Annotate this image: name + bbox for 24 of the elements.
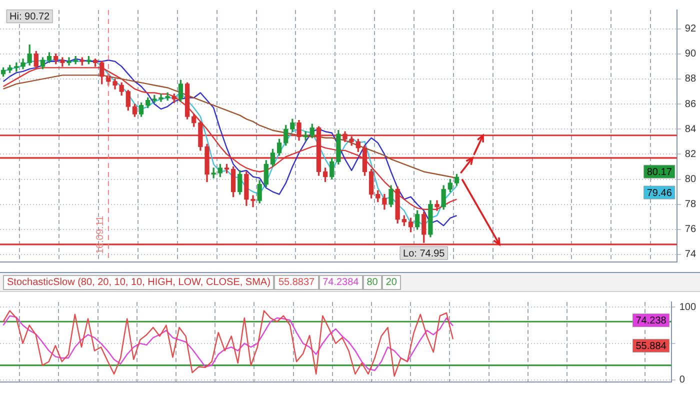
y-tick-label: 82: [684, 148, 696, 160]
y-tick-label: 88: [684, 74, 696, 85]
annotation: Hi: 90.72: [10, 12, 50, 23]
y-tick-label: 78: [684, 199, 696, 210]
text: 79.46: [646, 188, 672, 199]
ref-line-label: 20: [382, 274, 401, 290]
y-tick-label: 84: [684, 124, 696, 135]
text: 80.17: [646, 166, 672, 178]
ref-line-label: 80: [362, 274, 382, 290]
y-tick-label: 0: [679, 374, 686, 386]
text: 55.8837: [274, 274, 319, 290]
text: 74.238: [636, 316, 667, 327]
chart-title: StochasticSlow (80, 20, 10, 10, HIGH, LOW, CLOSE, SMA): [3, 274, 274, 290]
y-tick-label: 92: [684, 24, 696, 35]
y-tick-label: 90: [684, 48, 696, 60]
annotation: Lo: 74.95: [403, 248, 446, 260]
annotation: 16.09.11: [95, 215, 106, 254]
y-tick-label: 86: [684, 98, 696, 110]
y-tick-label: 74: [684, 249, 696, 260]
y-tick-label: 80: [684, 174, 696, 186]
y-tick-label: 100: [679, 302, 696, 313]
text: 55.884: [636, 340, 667, 352]
text: 74.2384: [318, 274, 363, 290]
y-tick-label: 76: [684, 224, 696, 236]
